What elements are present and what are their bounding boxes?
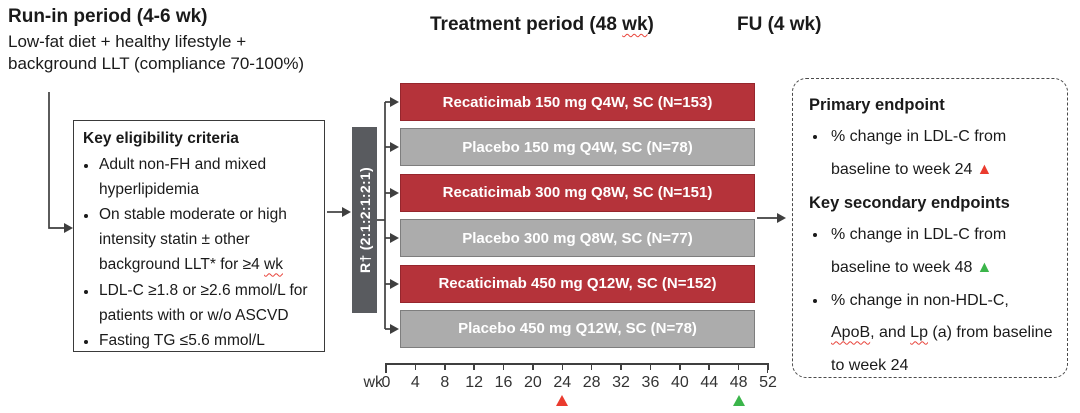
- week-tick: [473, 363, 475, 370]
- week-tick-label: 52: [759, 374, 777, 391]
- week-tick-label: 12: [465, 374, 484, 391]
- week-tick: [708, 363, 711, 370]
- squiggle-text: Lp: [910, 324, 928, 342]
- eligibility-list: Adult non-FH and mixed hyperlipidemiaOn …: [83, 152, 316, 353]
- week-tick-label: 40: [670, 374, 689, 391]
- eligibility-item: Adult non-FH and mixed hyperlipidemia: [98, 152, 316, 202]
- arm-bar-active: Recaticimab 150 mg Q4W, SC (N=153): [400, 83, 755, 121]
- red-triangle-icon: ▲: [976, 160, 993, 178]
- week-tick-label: 0: [381, 374, 391, 391]
- eligibility-criteria-box: Key eligibility criteria Adult non-FH an…: [73, 120, 325, 352]
- endpoint-item: % change in non-HDL-C, ApoB, and Lp (a) …: [828, 285, 1053, 383]
- runin-description: Low-fat diet + healthy lifestyle + backg…: [8, 31, 304, 75]
- week-tick: [679, 363, 681, 370]
- treatment-period-title: Treatment period (48 wk): [430, 14, 654, 35]
- week-tick-label: 36: [641, 374, 660, 391]
- randomization-bar: R† (2:1:2:1:2:1): [352, 127, 377, 313]
- week-tick-label: 8: [440, 374, 450, 391]
- squiggle-text: wk: [264, 256, 283, 274]
- week-tick: [737, 363, 740, 370]
- week-tick-label: 20: [524, 374, 542, 391]
- week-tick: [414, 363, 417, 370]
- treatment-arms: Recaticimab 150 mg Q4W, SC (N=153) Placeb…: [400, 83, 755, 348]
- week-tick-label: 28: [582, 374, 601, 391]
- followup-period-title: FU (4 wk): [737, 14, 822, 35]
- week-tick: [385, 363, 387, 370]
- primary-endpoint-title: Primary endpoint: [809, 96, 945, 114]
- week-axis-unit: wk: [363, 374, 383, 391]
- week-tick-label: 48: [729, 374, 748, 391]
- arm-bar-placebo: Placebo 300 mg Q8W, SC (N=77): [400, 219, 755, 258]
- green-week-marker-icon: [732, 395, 745, 406]
- endpoints-box: Primary endpoint % change in LDL-C from …: [792, 78, 1068, 378]
- week-tick: [502, 363, 505, 370]
- week-tick-label: 16: [494, 374, 513, 391]
- week-tick: [443, 363, 446, 370]
- runin-description-line1: Low-fat diet + healthy lifestyle +: [8, 32, 247, 51]
- week-tick: [561, 363, 564, 370]
- week-tick-label: 44: [700, 374, 719, 391]
- eligibility-title: Key eligibility criteria: [83, 130, 239, 147]
- week-tick: [767, 363, 769, 370]
- eligibility-item: LDL-C ≥1.8 or ≥2.6 mmol/L for patients w…: [98, 278, 316, 328]
- squiggle-text: ApoB: [831, 324, 871, 342]
- squiggle-text: wk: [622, 14, 648, 35]
- week-tick: [649, 363, 652, 370]
- week-axis-line: [386, 363, 768, 365]
- primary-endpoint-list: % change in LDL-C from baseline to week …: [809, 121, 1053, 187]
- green-triangle-icon: ▲: [976, 258, 993, 276]
- endpoint-item: % change in LDL-C from baseline to week …: [828, 121, 1053, 187]
- randomization-label: R† (2:1:2:1:2:1): [356, 167, 373, 273]
- endpoint-item: % change in LDL-C from baseline to week …: [828, 219, 1053, 285]
- arm-bar-placebo: Placebo 450 mg Q12W, SC (N=78): [400, 309, 755, 348]
- runin-description-line2: background LLT (compliance 70-100%): [8, 54, 305, 74]
- week-tick: [590, 363, 593, 370]
- runin-period-title: Run-in period (4-6 wk): [8, 6, 208, 27]
- eligibility-item: On stable moderate or high intensity sta…: [98, 202, 316, 277]
- red-week-marker-icon: [556, 395, 569, 406]
- week-tick: [532, 363, 534, 370]
- arm-bar-placebo: Placebo 150 mg Q4W, SC (N=78): [400, 128, 755, 167]
- week-tick: [620, 363, 622, 370]
- week-tick-label: 4: [410, 374, 420, 391]
- week-tick-label: 24: [553, 374, 572, 391]
- eligibility-item: Fasting TG ≤5.6 mmol/L: [98, 328, 316, 353]
- arm-bar-active: Recaticimab 450 mg Q12W, SC (N=152): [400, 264, 755, 303]
- week-tick-label: 32: [612, 374, 630, 391]
- secondary-endpoint-list: % change in LDL-C from baseline to week …: [809, 219, 1053, 383]
- secondary-endpoint-title: Key secondary endpoints: [809, 193, 1010, 212]
- arm-bar-active: Recaticimab 300 mg Q8W, SC (N=151): [400, 173, 755, 212]
